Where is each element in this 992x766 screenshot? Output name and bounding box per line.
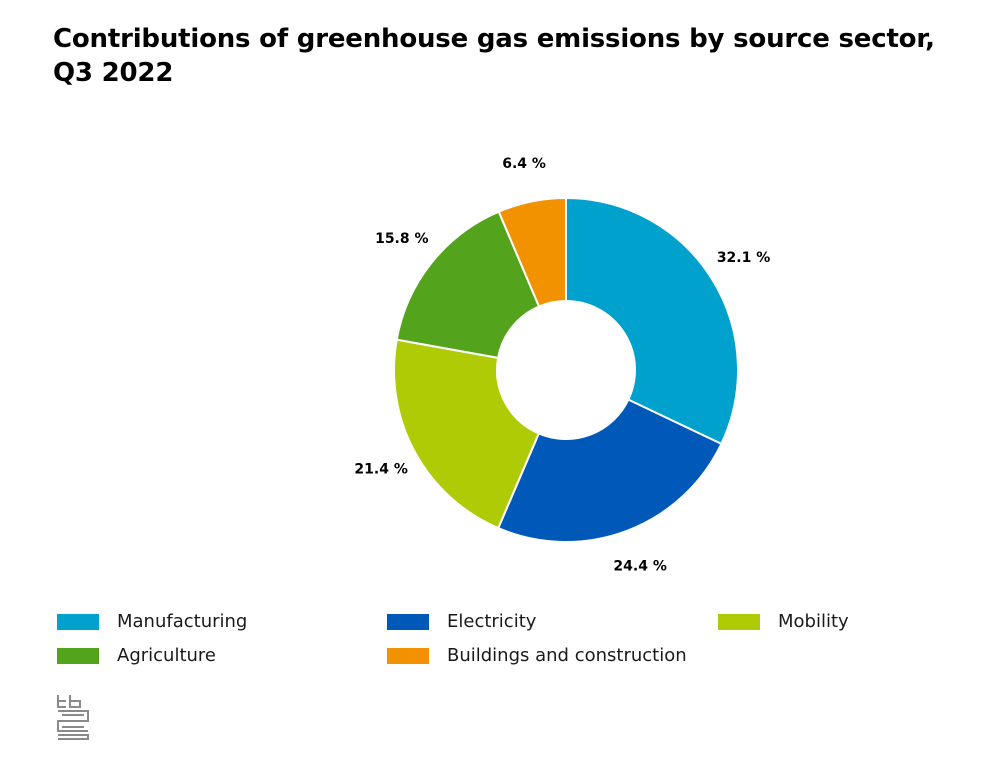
slice-agriculture[interactable] bbox=[395, 210, 541, 359]
chart-title: Contributions of greenhouse gas emission… bbox=[53, 24, 935, 88]
slice-buildings-and-construction[interactable] bbox=[497, 196, 567, 308]
donut-slices bbox=[393, 196, 739, 543]
slice-electricity[interactable] bbox=[496, 398, 723, 543]
data-labels: 32.1 % 24.4 % 21.4 % 15.8 % 6.4 % bbox=[354, 156, 770, 574]
data-label-mobility: 21.4 % bbox=[354, 462, 407, 478]
data-label-buildings-and-construction: 6.4 % bbox=[502, 156, 546, 172]
cbs-logo-icon bbox=[57, 695, 89, 740]
slice-manufacturing[interactable] bbox=[565, 196, 739, 446]
data-label-electricity: 24.4 % bbox=[613, 558, 666, 574]
data-label-agriculture: 15.8 % bbox=[375, 231, 428, 247]
slice-mobility[interactable] bbox=[393, 338, 541, 530]
data-label-manufacturing: 32.1 % bbox=[717, 250, 770, 266]
